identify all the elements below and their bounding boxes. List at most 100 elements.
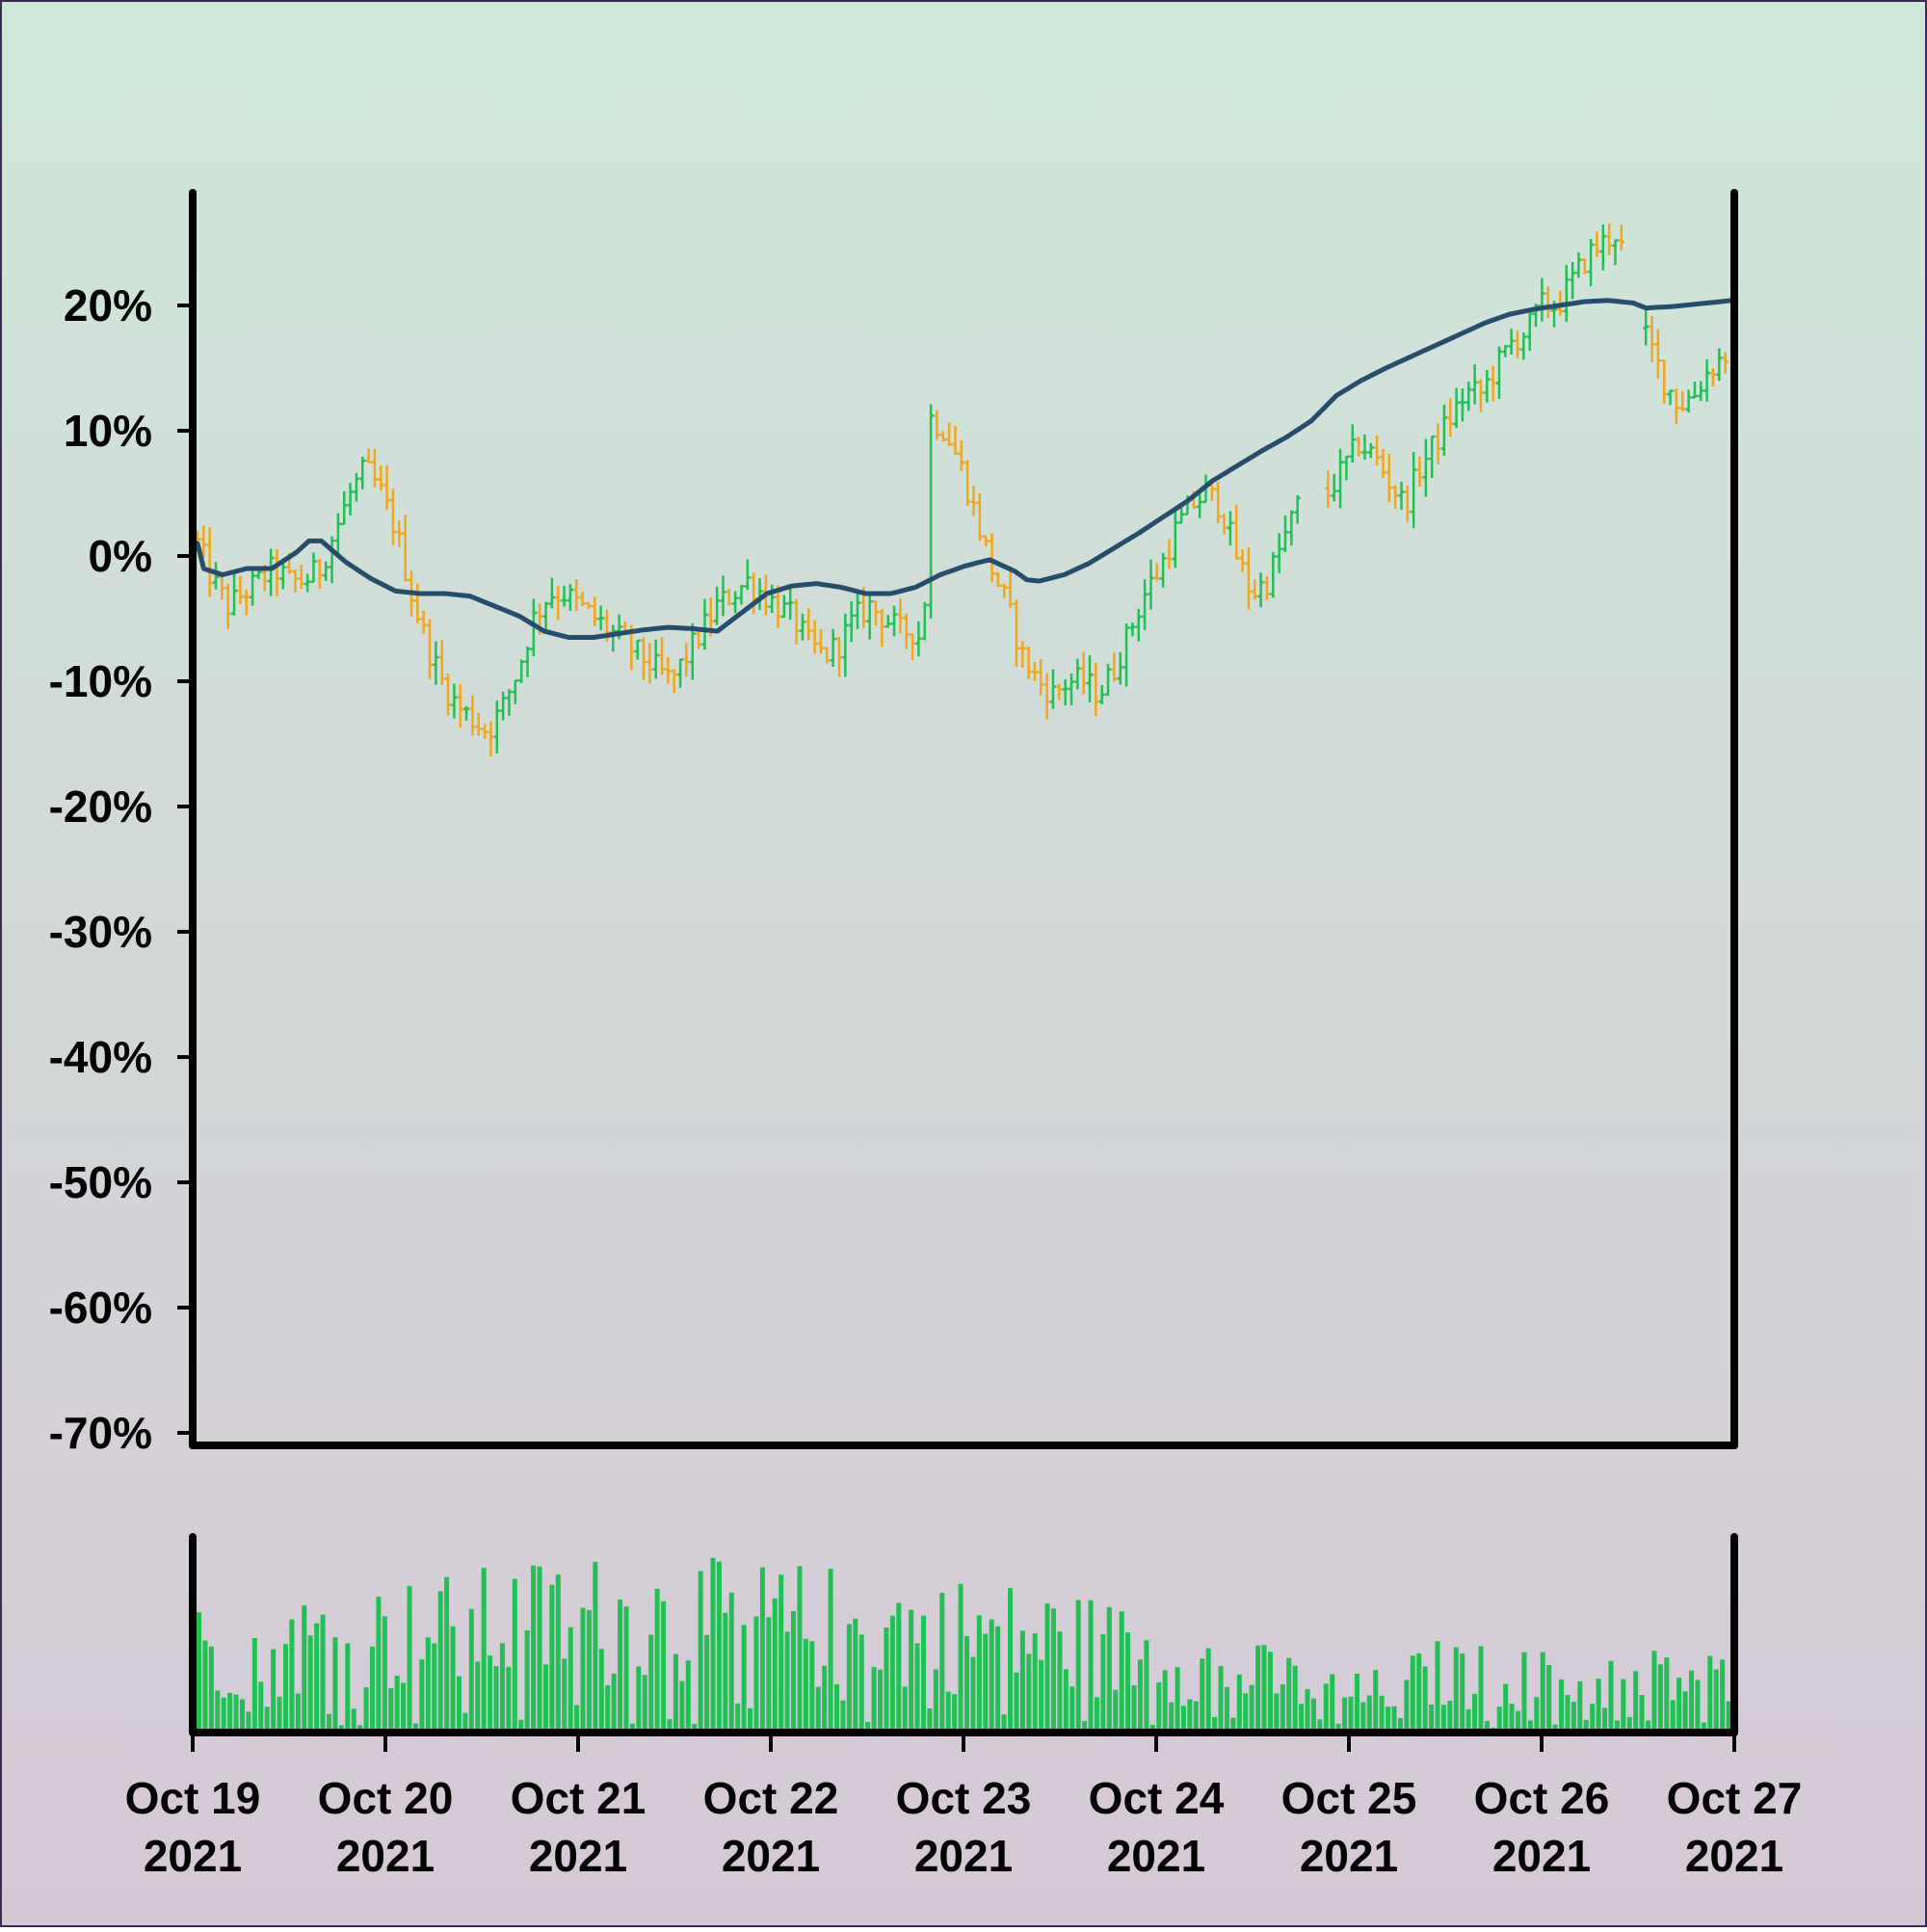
volume-bar (1664, 1657, 1670, 1733)
y-tick-label: 10% (64, 406, 152, 456)
volume-bar (1534, 1697, 1540, 1733)
y-tick-label: -20% (49, 781, 152, 832)
volume-bar (1230, 1717, 1236, 1733)
volume-bar (320, 1614, 326, 1733)
volume-bar (952, 1694, 958, 1733)
volume-bar (704, 1634, 710, 1733)
volume-bar (1416, 1653, 1422, 1733)
volume-bar (1082, 1721, 1088, 1733)
volume-bar (939, 1593, 945, 1733)
volume-bar (927, 1707, 933, 1733)
volume-bar (1590, 1704, 1596, 1733)
volume-bar (1713, 1669, 1719, 1733)
y-tick-label: -30% (49, 907, 152, 957)
volume-bar (1360, 1702, 1366, 1733)
volume-bar (444, 1576, 450, 1733)
volume-bar (462, 1712, 468, 1733)
volume-bar (685, 1660, 691, 1733)
volume-bar (1379, 1695, 1385, 1733)
volume-bar (1651, 1651, 1657, 1733)
volume-bar (728, 1592, 734, 1733)
x-tick-label-year: 2021 (1300, 1831, 1398, 1881)
volume-bar (351, 1708, 356, 1733)
volume-bar (388, 1687, 394, 1733)
volume-bar (846, 1624, 852, 1733)
volume-bar (227, 1692, 233, 1733)
volume-bar (1218, 1665, 1224, 1733)
volume-bar (1100, 1633, 1106, 1733)
volume-bar (1249, 1684, 1254, 1733)
volume-bar (524, 1629, 530, 1733)
volume-bar (1447, 1701, 1453, 1733)
volume-bar (1646, 1720, 1651, 1733)
ohlc-bars (195, 223, 1729, 756)
volume-bar (1280, 1684, 1285, 1733)
volume-bar (1224, 1686, 1229, 1733)
volume-bar (716, 1561, 722, 1733)
x-tick-label-date: Oct 23 (896, 1773, 1032, 1823)
volume-bar (636, 1666, 642, 1733)
volume-bar (623, 1606, 629, 1733)
volume-bar (394, 1676, 400, 1733)
volume-bar (976, 1615, 982, 1733)
volume-bar (1335, 1723, 1341, 1733)
volume-bar (1255, 1645, 1261, 1733)
volume-bar (902, 1686, 908, 1733)
volume-bar (834, 1683, 840, 1733)
volume-bar (1429, 1704, 1435, 1733)
volume-bar (970, 1656, 976, 1733)
volume-bar (1521, 1652, 1527, 1733)
y-tick-label: 20% (64, 280, 152, 331)
volume-bar (1633, 1671, 1639, 1733)
volume-bar (1342, 1697, 1348, 1733)
x-tick-label-year: 2021 (1107, 1831, 1205, 1881)
volume-bar (871, 1667, 877, 1733)
volume-bar (531, 1565, 537, 1733)
x-tick-label-year: 2021 (722, 1831, 820, 1881)
x-tick-label-year: 2021 (1492, 1831, 1591, 1881)
volume-bar (1348, 1696, 1354, 1733)
volume-bar (1465, 1708, 1471, 1733)
volume-bar (568, 1627, 573, 1733)
volume-bar (983, 1633, 989, 1733)
volume-bar (326, 1713, 331, 1733)
volume-bar (1546, 1664, 1552, 1733)
volume-bar (512, 1578, 517, 1733)
volume-bar (407, 1585, 412, 1733)
volume-bar (1626, 1716, 1632, 1733)
volume-bar (1044, 1603, 1050, 1733)
volume-bar (542, 1664, 548, 1733)
volume-bar (1602, 1707, 1608, 1733)
x-tick-label-date: Oct 27 (1667, 1773, 1803, 1823)
volume-bar (1453, 1647, 1459, 1733)
volume-bar (598, 1649, 604, 1733)
volume-bar (958, 1583, 964, 1733)
volume-bar (1689, 1670, 1695, 1733)
volume-bar (1540, 1652, 1545, 1733)
volume-bar (1484, 1721, 1490, 1733)
volume-bar (779, 1575, 784, 1733)
volume-bar (258, 1681, 264, 1733)
y-tick-label: 0% (89, 531, 152, 581)
volume-bar (735, 1703, 741, 1733)
volume-bar (1583, 1719, 1589, 1733)
volume-bar (1088, 1600, 1094, 1733)
volume-bar (251, 1638, 257, 1733)
volume-bar (302, 1605, 307, 1733)
volume-bar (858, 1634, 864, 1733)
volume-panel: Oct 19 2021 Oct 20 2021 Oct 21 2021 Oct 22 2021… (125, 1533, 1803, 1881)
volume-bars (197, 1557, 1731, 1733)
volume-bar (1527, 1720, 1533, 1733)
volume-bar (208, 1646, 214, 1733)
volume-bar (1354, 1673, 1359, 1733)
volume-bar (1701, 1722, 1706, 1733)
volume-bar (605, 1684, 611, 1733)
volume-bar (1422, 1666, 1428, 1733)
x-tick-label-year: 2021 (914, 1831, 1013, 1881)
volume-bar (661, 1601, 667, 1733)
moving-average-line (195, 298, 1735, 640)
volume-bar (1565, 1695, 1571, 1733)
volume-bar (611, 1673, 617, 1733)
volume-bar (233, 1694, 239, 1733)
volume-bar (1175, 1667, 1180, 1733)
